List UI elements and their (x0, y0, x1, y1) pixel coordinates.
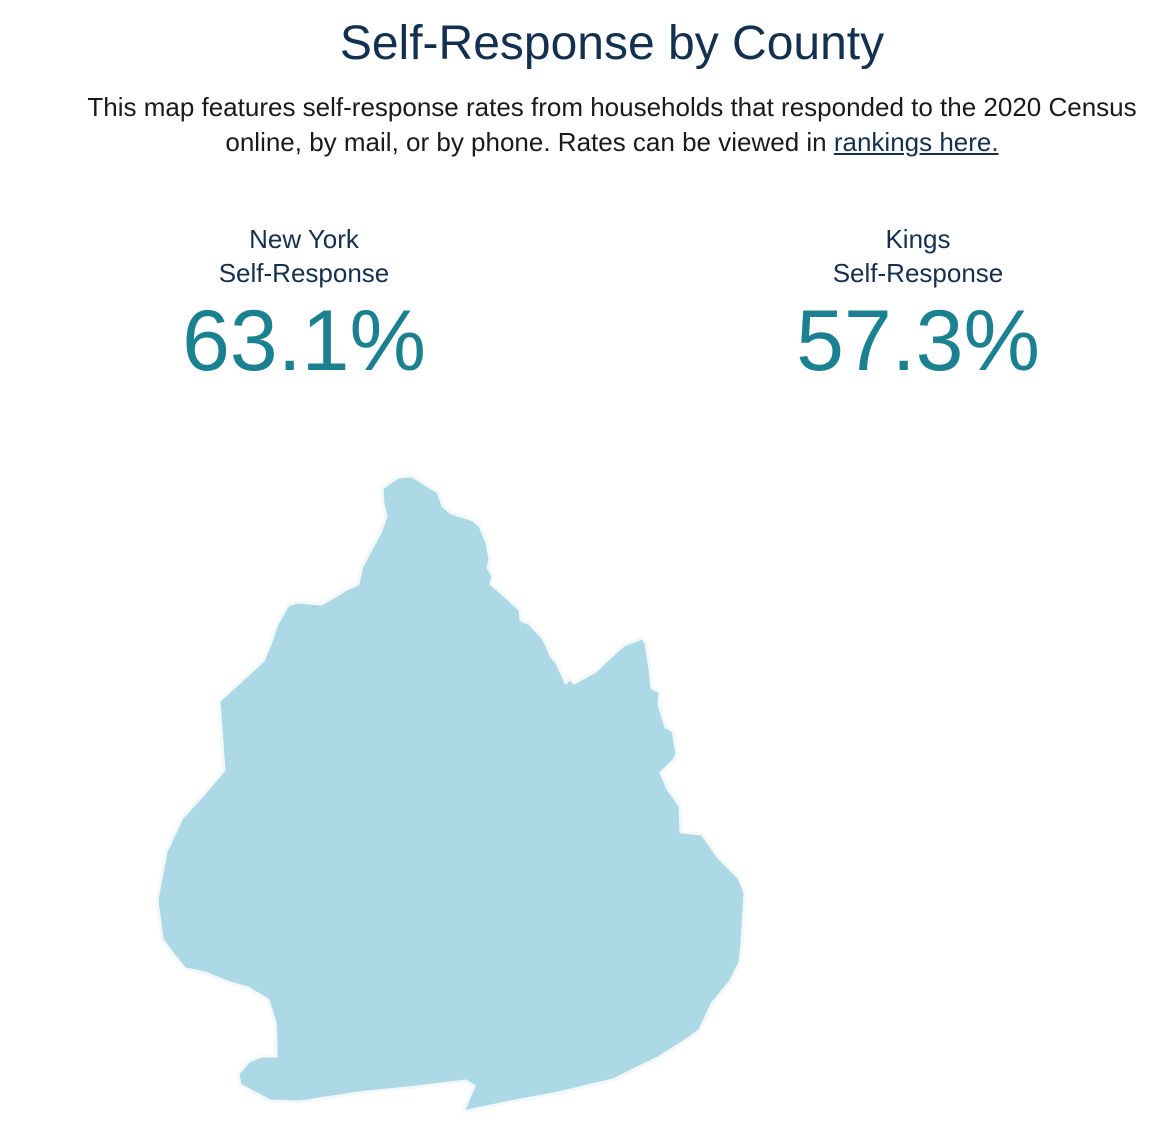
map-description: This map features self-response rates fr… (60, 90, 1160, 160)
state-stat-label: Self-Response (218, 258, 390, 288)
state-stat: New York Self-Response 63.1% (94, 222, 514, 388)
county-map (155, 474, 747, 1114)
county-name: Kings (885, 224, 951, 254)
rankings-link[interactable]: rankings here. (833, 127, 999, 157)
county-stat: Kings Self-Response 57.3% (708, 222, 1128, 388)
state-name: New York (249, 224, 359, 254)
county-stat-label: Self-Response (832, 258, 1004, 288)
kings-county-shape[interactable] (155, 474, 747, 1114)
description-text: This map features self-response rates fr… (87, 92, 1137, 157)
page-title: Self-Response by County (339, 17, 885, 70)
county-self-response-rate: 57.3% (796, 293, 1040, 389)
state-self-response-rate: 63.1% (182, 293, 426, 389)
